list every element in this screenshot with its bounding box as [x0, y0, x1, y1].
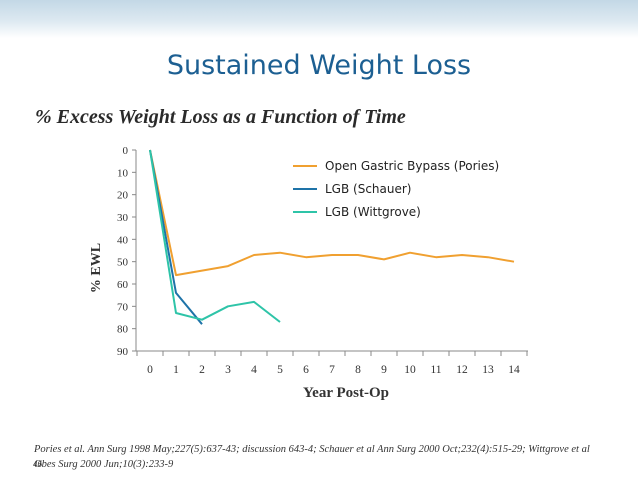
- x-tick-label: 2: [199, 364, 205, 376]
- x-tick-label: 7: [329, 364, 335, 376]
- x-tick-label: 12: [456, 364, 468, 376]
- series-line: [149, 149, 281, 323]
- y-tick-label: 40: [117, 234, 129, 246]
- x-tick-label: 8: [355, 364, 361, 376]
- series-line: [149, 149, 203, 325]
- y-tick-label: 50: [117, 257, 129, 269]
- x-tick-label: 0: [147, 364, 153, 376]
- x-axis-label: Year Post-Op: [303, 385, 389, 401]
- legend-label: LGB (Wittgrove): [325, 205, 421, 219]
- x-tick-label: 10: [404, 364, 416, 376]
- x-tick-label: 4: [251, 364, 257, 376]
- top-decorative-band: [0, 0, 638, 38]
- citation-text: Pories et al. Ann Surg 1998 May;227(5):6…: [34, 444, 590, 470]
- x-tick-label: 3: [225, 364, 231, 376]
- y-axis-label: % EWL: [89, 243, 104, 293]
- slide-title: Sustained Weight Loss: [166, 50, 472, 81]
- y-tick-label: 0: [123, 145, 129, 157]
- legend-label: LGB (Schauer): [325, 182, 412, 196]
- x-tick-label: 11: [430, 364, 441, 376]
- slide-number: 46: [33, 459, 42, 469]
- x-tick-label: 1: [173, 364, 179, 376]
- y-tick-label: 80: [117, 324, 129, 336]
- y-tick-label: 20: [117, 190, 129, 202]
- legend-label: Open Gastric Bypass (Pories): [325, 159, 499, 173]
- y-tick-label: 10: [117, 167, 129, 179]
- y-tick-label: 30: [117, 212, 129, 224]
- x-tick-label: 9: [381, 364, 387, 376]
- series-line: [149, 149, 515, 277]
- x-tick-label: 6: [303, 364, 309, 376]
- y-tick-label: 60: [117, 279, 129, 291]
- y-tick-label: 70: [117, 301, 129, 313]
- x-tick-label: 5: [277, 364, 283, 376]
- y-tick-label: 90: [117, 346, 129, 358]
- chart-subtitle: % Excess Weight Loss as a Function of Ti…: [35, 106, 406, 128]
- x-tick-label: 13: [482, 364, 494, 376]
- x-tick-label: 14: [508, 364, 520, 376]
